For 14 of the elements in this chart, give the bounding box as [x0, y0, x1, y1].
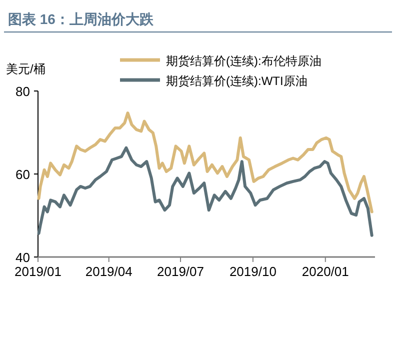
x-tick-label: 2019/01	[14, 264, 62, 279]
line-series	[37, 146, 374, 237]
y-tick-label: 40	[16, 250, 30, 265]
y-axis-title: 美元/桶	[6, 62, 46, 76]
y-tick-label: 60	[16, 167, 30, 182]
chart-title: 图表 16：上周油价大跌	[8, 11, 154, 27]
line-series	[37, 112, 374, 214]
x-tick-label: 2019/07	[157, 264, 204, 279]
x-tick-label: 2019/10	[229, 264, 276, 279]
legend-label: 期货结算价(连续):WTI原油	[166, 74, 308, 88]
x-tick-label: 2020/01	[302, 264, 349, 279]
legend-label: 期货结算价(连续):布伦特原油	[166, 54, 322, 68]
x-tick-label: 2019/04	[85, 264, 132, 279]
y-tick-label: 80	[16, 84, 30, 99]
